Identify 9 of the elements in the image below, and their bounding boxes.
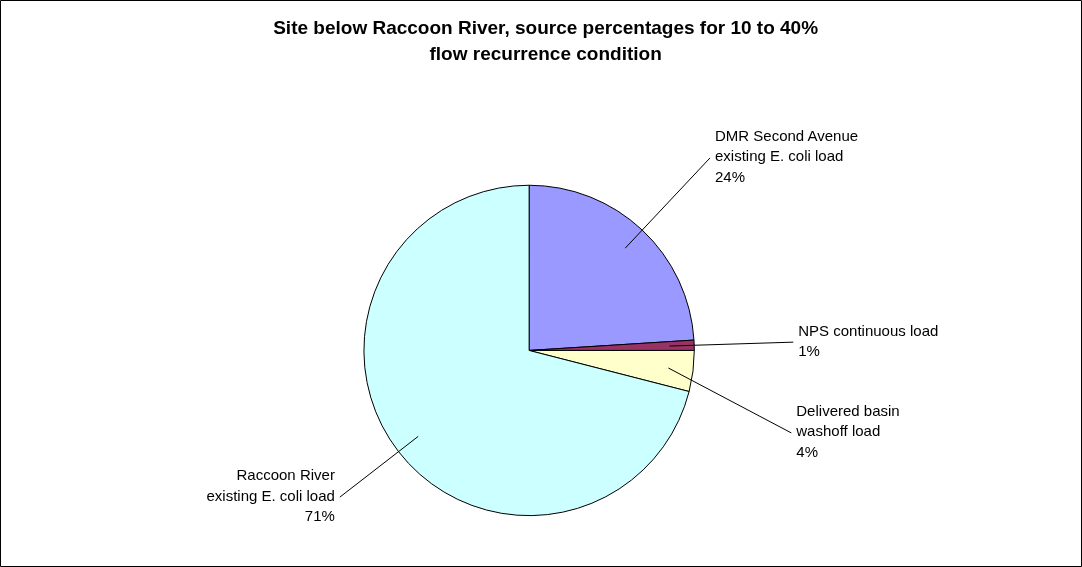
slice-label: Raccoon River existing E. coli load (206, 466, 335, 504)
slice-label: DMR Second Avenue existing E. coli load (715, 126, 859, 165)
data-label: 24% (715, 168, 746, 186)
chart-title: Site below Raccoon River, source percentages for 10 to 40% flow recurrence condition (273, 17, 819, 65)
data-label: 71% (304, 507, 335, 525)
slice-label: NPS continuous load (798, 321, 939, 339)
slice-label: Delivered basin washoff load (795, 401, 900, 440)
data-label: 4% (796, 443, 818, 461)
data-label: 1% (798, 342, 820, 360)
